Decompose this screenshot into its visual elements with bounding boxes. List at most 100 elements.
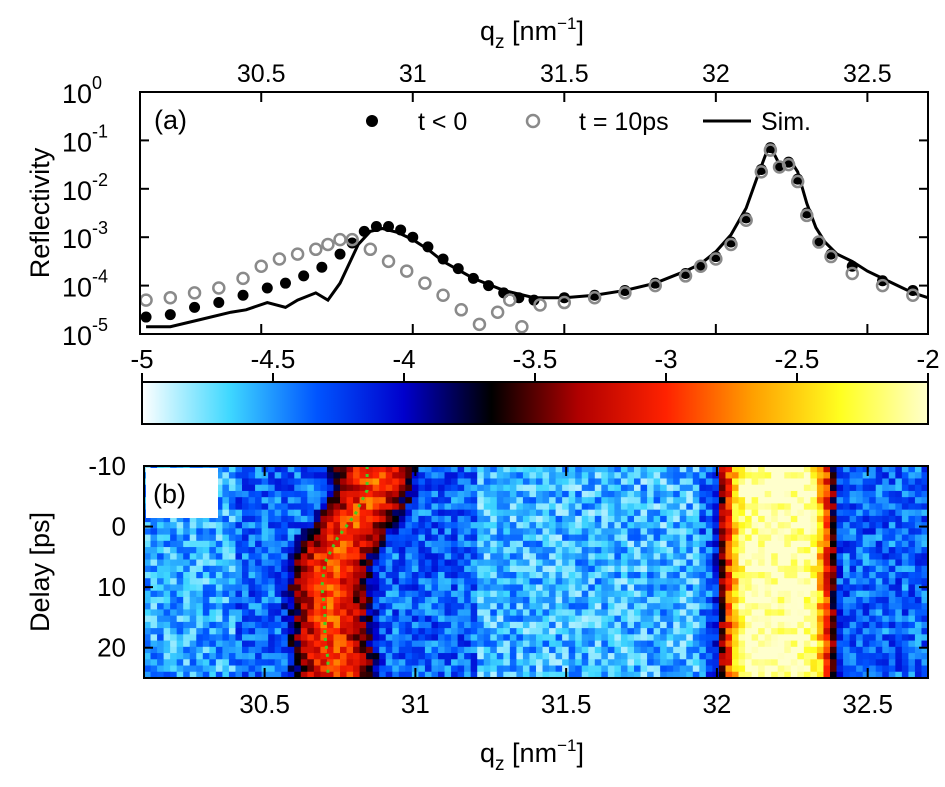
heatmap-cell [307,621,315,629]
heatmap-cell [777,640,785,648]
heatmap-cell [294,615,302,623]
heatmap-cell [771,572,779,579]
heatmap-cell [209,640,217,648]
heatmap-cell [849,578,857,586]
heatmap-cell [914,572,923,579]
heatmap-cell [810,621,818,629]
heatmap-cell [536,671,544,678]
heatmap-cell [529,547,537,554]
heatmap-cell [287,640,295,648]
heatmap-cell [157,603,165,611]
heatmap-cell [222,646,230,654]
heatmap-cell [790,478,798,486]
heatmap-cell [320,528,328,536]
heatmap-cell [699,615,707,623]
heatmap-cell [901,659,909,667]
heatmap-cell [268,515,276,523]
heatmap-cell [849,584,857,592]
heatmap-cell [679,640,687,648]
heatmap-cell [222,590,230,598]
heatmap-cell [816,528,825,536]
heatmap-cell [679,584,687,592]
heatmap-cell [921,509,928,517]
heatmap-cell [542,634,550,642]
heatmap-cell [816,515,825,523]
heatmap-cell [725,528,733,536]
heatmap-cell [320,621,328,629]
heatmap-cell [660,659,668,667]
heatmap-cell [647,490,655,498]
heatmap-cell [738,671,746,678]
heatmap-cell [777,621,785,629]
heatmap-cell [738,578,746,586]
heatmap-cell [568,565,576,573]
heatmap-cell [457,578,465,586]
heatmap-cell [803,596,811,604]
heatmap-cell [189,553,197,561]
heatmap-cell [843,590,851,598]
heatmap-cell [457,484,465,492]
heatmap-cell [594,628,602,635]
heatmap-cell [862,596,870,604]
heatmap-cell [705,615,713,623]
heatmap-cell [150,522,158,529]
heatmap-cell [568,615,576,623]
heatmap-cell [490,559,498,567]
heatmap-cell [346,572,354,579]
heatmap-cell [673,659,681,667]
heatmap-cell [202,653,210,660]
heatmap-cell [725,628,733,635]
heatmap-cell [150,665,158,673]
heatmap-cell [627,640,635,648]
heatmap-cell [888,472,896,480]
heatmap-cell [470,503,478,511]
heatmap-cell [235,628,243,635]
heatmap-cell [405,578,413,586]
heatmap-cell [144,515,152,523]
heatmap-cell [326,497,335,505]
heatmap-cell [588,634,596,642]
heatmap-cell [451,671,459,678]
heatmap-cell [764,466,772,473]
heatmap-cell [255,565,263,573]
heatmap-cell [287,528,295,536]
heatmap-cell [830,665,838,673]
data-point-t-10ps [254,259,268,273]
heatmap-cell [261,603,269,611]
heatmap-cell [340,553,348,561]
heatmap-cell [509,534,517,542]
legend-label: t = 10ps [579,108,669,136]
heatmap-cell [882,484,890,492]
heatmap-cell [810,466,818,473]
heatmap-cell [745,472,753,480]
heatmap-cell [496,578,504,586]
data-point-t-lt-0 [237,289,249,301]
heatmap-cell [830,553,838,561]
heatmap-cell [366,515,374,523]
heatmap-cell [777,553,785,561]
heatmap-cell [555,528,563,536]
heatmap-cell [588,559,596,567]
heatmap-cell [281,671,289,678]
heatmap-cell [888,522,896,529]
heatmap-cell [516,540,524,548]
heatmap-cell [862,472,870,480]
heatmap-cell [797,609,805,617]
heatmap-cell [666,634,674,642]
heatmap-cell [790,490,798,498]
heatmap-cell [777,515,785,523]
heatmap-cell [490,484,498,492]
heatmap-cell [438,490,446,498]
heatmap-cell [777,603,785,611]
heatmap-cell [281,603,289,611]
heatmap-cell [895,503,903,511]
heatmap-cell [921,553,928,561]
heatmap-cell [686,578,694,586]
heatmap-cell [248,603,256,611]
heatmap-cell [803,628,811,635]
heatmap-cell [581,572,589,579]
heatmap-cell [490,509,498,517]
heatmap-cell [647,609,655,617]
heatmap-cell [777,540,785,548]
heatmap-cell [790,472,798,480]
